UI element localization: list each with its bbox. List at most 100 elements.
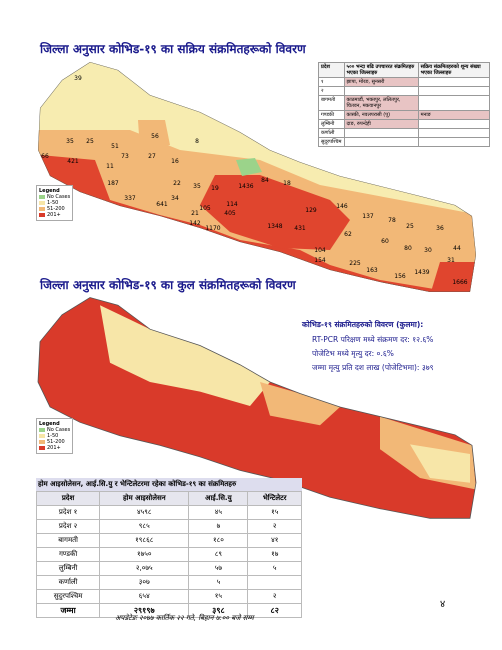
row: प्रदेश १ ४५९८ ४५ १५ <box>35 505 302 520</box>
map-label: 25 <box>86 138 94 145</box>
cell: गण्डकी <box>35 547 101 562</box>
cell: बागमती <box>35 533 101 548</box>
legend: Legend No Cases 1-50 51-200 201+ <box>36 185 74 221</box>
legend-swatch <box>39 434 45 438</box>
cell: कर्णाली <box>318 128 345 138</box>
total-row: जम्मा २९१९७ ३९८ ८२ <box>35 603 302 618</box>
cell <box>343 128 419 138</box>
legend-label: No Cases <box>47 194 71 200</box>
header-cell: होम आइसोलेसन <box>99 491 190 506</box>
map-label: 73 <box>121 153 129 160</box>
cell: १७५० <box>99 547 190 562</box>
cell: ५ <box>188 575 249 590</box>
cell: प्रदेश १ <box>35 505 101 520</box>
cell <box>417 95 491 111</box>
map-label: 16 <box>171 158 179 165</box>
total-cell: २९१९७ <box>99 603 190 618</box>
map-label: 34 <box>171 195 179 202</box>
cell: ४१ <box>247 533 302 548</box>
map-label: 146 <box>336 203 348 210</box>
map-label: 187 <box>107 180 119 187</box>
row: गण्डकी कास्की, नवलपरासी (पू) मनाङ <box>318 110 491 120</box>
cell: गण्डकी <box>318 110 345 120</box>
cell: २ <box>247 519 302 534</box>
cell: ५७ <box>188 561 249 576</box>
map-label: 142 <box>189 220 201 227</box>
header-cell: ५०० भन्दा बढि उपचाररत संक्रमितहरु भएका ज… <box>343 62 419 78</box>
legend-label: 201+ <box>47 212 61 218</box>
row: कर्णाली <box>318 128 491 138</box>
footnote: अपडेटेडः २०७७ कार्तिक २२ गते, बिहान ७:००… <box>115 614 254 622</box>
stats-heading: कोभिड-१९ संक्रमितहरुको विवरण (कुलमा): <box>302 320 424 329</box>
header-cell: भेन्टिलेटर <box>247 491 302 506</box>
page-number: ४ <box>440 599 446 610</box>
map-label: 1348 <box>267 223 282 230</box>
row: लुम्बिनी २,०७५ ५७ ५ <box>35 561 302 576</box>
header-cell: सक्रिय संक्रमितहरुको शून्य संख्या भएका ज… <box>417 62 491 78</box>
cell: १५ <box>247 505 302 520</box>
top-title: जिल्ला अनुसार कोभिड-१९ का सक्रिय संक्रमि… <box>40 42 306 56</box>
legend-item: 1-50 <box>39 433 70 439</box>
map-label: 154 <box>314 257 326 264</box>
legend-swatch <box>39 446 45 450</box>
map-label: 8 <box>195 138 199 145</box>
map-label: 62 <box>344 231 352 238</box>
map-label: 27 <box>148 153 156 160</box>
header-cell: आई.सि.यु <box>188 491 249 506</box>
cell: १८० <box>188 533 249 548</box>
map-label: 22 <box>173 180 181 187</box>
row: बागमती काठमाडौं, भक्तपुर, ललितपुर, चितवन,… <box>318 95 491 111</box>
legend-item: 51-200 <box>39 439 70 445</box>
cell: २,०७५ <box>99 561 190 576</box>
legend-label: 1-50 <box>47 200 59 206</box>
cell: ५ <box>247 561 302 576</box>
map-label: 60 <box>381 238 389 245</box>
legend-item: No Cases <box>39 194 70 200</box>
cell: ९८५ <box>99 519 190 534</box>
cell: १९८६८ <box>99 533 190 548</box>
legend: Legend No Cases 1-50 51-200 201+ <box>36 418 74 454</box>
map-label: 36 <box>436 225 444 232</box>
cell: ७ <box>188 519 249 534</box>
row: बागमती १९८६८ १८० ४१ <box>35 533 302 548</box>
row: कर्णाली ३०७ ५ <box>35 575 302 590</box>
row: २ <box>318 86 491 96</box>
legend-item: 1-50 <box>39 200 70 206</box>
map-label: 35 <box>66 138 74 145</box>
map-label: 56 <box>151 133 159 140</box>
map-label: 405 <box>224 210 236 217</box>
map-label: 31 <box>447 257 455 264</box>
cell: दाङ, रुपन्देही <box>343 119 419 129</box>
total-cell: जम्मा <box>35 603 101 618</box>
map-label: 641 <box>156 201 168 208</box>
stat-line: पोजेटिभ मध्ये मृत्यु दर: ०.६% <box>312 349 394 358</box>
map-label: 84 <box>261 177 269 184</box>
map-label: 1436 <box>238 183 253 190</box>
header-row: प्रदेश ५०० भन्दा बढि उपचाररत संक्रमितहरु … <box>318 62 491 78</box>
map-label: 21 <box>191 210 199 217</box>
map-label: 163 <box>366 267 378 274</box>
map-label: 421 <box>67 158 79 165</box>
cell <box>417 77 491 87</box>
map-label: 1439 <box>414 269 429 276</box>
legend-label: No Cases <box>47 427 71 433</box>
stat-line: जम्मा मृत्यु प्रति दश लाख (पोजेटिभमा): ३… <box>312 363 434 372</box>
stat-line: RT-PCR परिक्षण मध्ये संक्रमण दर: १२.६% <box>312 335 434 344</box>
map-label: 1666 <box>452 279 467 286</box>
bottom-title: जिल्ला अनुसार कोभिड-१९ का कुल संक्रमितहर… <box>40 278 296 292</box>
map-label: 80 <box>404 245 412 252</box>
legend-item: 201+ <box>39 212 70 218</box>
map-label: 225 <box>349 260 361 267</box>
cell: १५ <box>188 589 249 604</box>
cell: २ <box>247 589 302 604</box>
district-table: प्रदेश ५०० भन्दा बढि उपचाररत संक्रमितहरु … <box>318 62 491 147</box>
cell: ८९ <box>188 547 249 562</box>
legend-swatch <box>39 440 45 444</box>
cell: बागमती <box>318 95 345 111</box>
cell: सुदूरपश्चिम <box>318 137 345 147</box>
header-cell: प्रदेश <box>35 491 101 506</box>
map-label: 35 <box>193 183 201 190</box>
stats: कोभिड-१९ संक्रमितहरुको विवरण (कुलमा): RT… <box>300 318 436 375</box>
cell <box>417 86 491 96</box>
